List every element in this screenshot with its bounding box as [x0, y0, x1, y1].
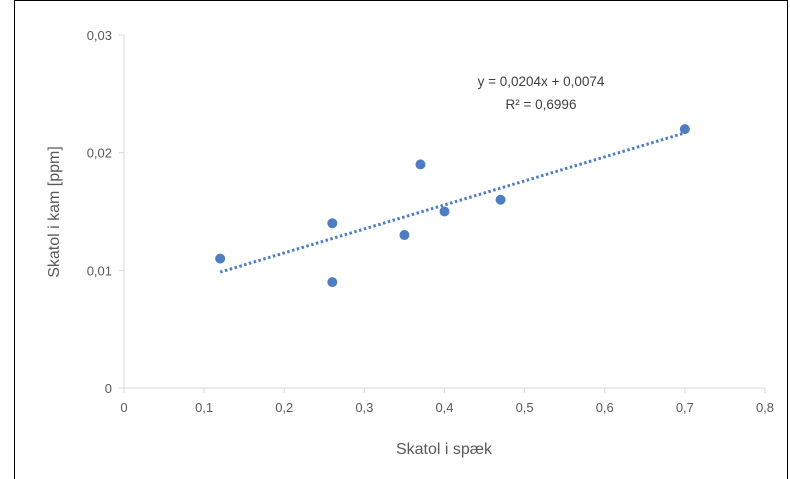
x-tick-label: 0,8 — [756, 400, 774, 415]
trendline-r-squared: R² = 0,6996 — [506, 97, 577, 112]
x-axis-ticks: 0 0,1 0,2 0,3 0,4 0,5 0,6 0,7 0,8 — [120, 388, 774, 415]
x-tick-label: 0 — [120, 400, 127, 415]
x-tick-label: 0,7 — [676, 400, 694, 415]
x-axis-title: Skatol i spæk — [396, 441, 493, 458]
x-tick-label: 0,2 — [275, 400, 293, 415]
data-point — [495, 194, 506, 205]
x-tick-label: 0,5 — [516, 400, 534, 415]
data-point — [215, 253, 226, 264]
y-axis-ticks: 0 0,01 0,02 0,03 — [87, 28, 124, 396]
data-point — [327, 218, 338, 229]
trendline — [219, 131, 686, 274]
data-point — [679, 124, 690, 135]
data-points — [215, 124, 690, 288]
y-tick-label: 0,02 — [87, 146, 112, 161]
data-point — [327, 277, 338, 288]
trendline-group — [219, 131, 686, 274]
x-tick-label: 0,3 — [355, 400, 373, 415]
y-tick-label: 0,03 — [87, 28, 112, 43]
y-axis-title: Skatol i kam [ppm] — [46, 146, 63, 278]
data-point — [415, 159, 426, 170]
data-point — [399, 230, 410, 241]
y-tick-label: 0 — [105, 381, 112, 396]
trendline-equation: y = 0,0204x + 0,0074 — [478, 74, 605, 89]
data-point — [439, 206, 450, 217]
x-tick-label: 0,1 — [195, 400, 213, 415]
x-tick-label: 0,6 — [596, 400, 614, 415]
x-tick-label: 0,4 — [435, 400, 453, 415]
chart-frame — [14, 0, 788, 479]
y-tick-label: 0,01 — [87, 263, 112, 278]
